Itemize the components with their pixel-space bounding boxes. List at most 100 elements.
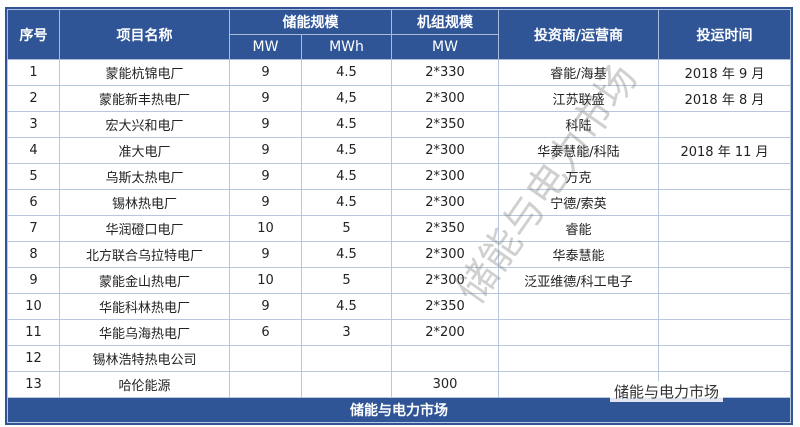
table-cell: 6 [229,319,302,346]
table-cell: 9 [229,241,302,268]
table-cell: 2*350 [391,293,499,320]
table-cell: 锡林浩特热电公司 [59,345,230,372]
header-cell: MWh [301,34,392,60]
table-cell: 8 [7,241,60,268]
table-cell [229,371,302,398]
header-cell: MW [391,34,499,60]
table-cell: 5 [301,267,392,294]
table-cell: 乌斯太热电厂 [59,163,230,190]
table-cell: 7 [7,215,60,242]
data-table: 序号 项目名称 储能规模 机组规模 投资商/运营商 投运时间 MW MWh MW… [7,9,791,423]
table-cell: 4.5 [301,137,392,164]
table-cell [498,319,659,346]
table-cell: 科陆 [498,111,659,138]
table-row: 2 蒙能新丰热电厂 9 4,5 2*300 江苏联盛 2018 年 8 月 [7,85,791,112]
table-cell [658,345,791,372]
table-row: 8 北方联合乌拉特电厂 9 4.5 2*300 华泰慧能 [7,241,791,268]
table-cell [658,215,791,242]
table-cell: 1 [7,59,60,86]
table-cell [229,345,302,372]
table-cell: 哈伦能源 [59,371,230,398]
table-cell: 睿能/海基 [498,59,659,86]
table-cell: 锡林热电厂 [59,189,230,216]
table-cell: 4.5 [301,163,392,190]
table-cell [391,345,499,372]
table-cell: 蒙能杭锦电厂 [59,59,230,86]
table-cell: 9 [229,163,302,190]
table-cell: 3 [7,111,60,138]
table-cell [498,345,659,372]
table-cell: 北方联合乌拉特电厂 [59,241,230,268]
table-cell: 睿能 [498,215,659,242]
table-cell: 13 [7,371,60,398]
table-cell: 3 [301,319,392,346]
table-cell: 万克 [498,163,659,190]
table-cell: 9 [229,59,302,86]
table-cell: 2*350 [391,111,499,138]
table-cell: 9 [229,189,302,216]
table-row: 10 华能科林热电厂 9 4.5 2*350 [7,293,791,320]
header-cell: MW [229,34,302,60]
table-cell: 2*200 [391,319,499,346]
table-cell: 4.5 [301,189,392,216]
table-row: 7 华润磴口电厂 10 5 2*350 睿能 [7,215,791,242]
table-row: 1 蒙能杭锦电厂 9 4.5 2*330 睿能/海基 2018 年 9 月 [7,59,791,86]
table-cell: 2018 年 8 月 [658,85,791,112]
table-cell [658,241,791,268]
table-cell: 2018 年 11 月 [658,137,791,164]
table-cell: 6 [7,189,60,216]
table-row: 3 宏大兴和电厂 9 4.5 2*350 科陆 [7,111,791,138]
table-cell: 2*300 [391,137,499,164]
table-cell [498,293,659,320]
table-cell [658,319,791,346]
table-cell: 2 [7,85,60,112]
table-cell: 10 [229,215,302,242]
table-cell: 9 [229,111,302,138]
table-cell: 4.5 [301,293,392,320]
header-cell: 项目名称 [59,9,230,60]
table-cell [658,293,791,320]
table-cell: 4.5 [301,111,392,138]
table-cell: 2*300 [391,163,499,190]
table-cell: 10 [229,267,302,294]
header-cell: 投资商/运营商 [498,9,659,60]
table-cell: 9 [229,137,302,164]
table-frame: 序号 项目名称 储能规模 机组规模 投资商/运营商 投运时间 MW MWh MW… [5,7,793,425]
table-cell: 2*300 [391,85,499,112]
header-cell: 序号 [7,9,60,60]
header-cell: 机组规模 [391,9,499,35]
table-cell: 华泰慧能 [498,241,659,268]
table-cell: 5 [301,215,392,242]
table-row: 11 华能乌海热电厂 6 3 2*200 [7,319,791,346]
table-cell: 2*300 [391,241,499,268]
table-cell: 华能乌海热电厂 [59,319,230,346]
table-cell: 4,5 [301,85,392,112]
table-cell: 2*300 [391,189,499,216]
header-cell: 储能规模 [229,9,392,35]
table-cell: 2*330 [391,59,499,86]
table-cell: 华泰慧能/科陆 [498,137,659,164]
table-cell: 300 [391,371,499,398]
table-cell: 2*350 [391,215,499,242]
header-cell: 投运时间 [658,9,791,60]
table-cell: 华能科林热电厂 [59,293,230,320]
table-cell: 9 [7,267,60,294]
table-cell: 2*300 [391,267,499,294]
table-cell: 宏大兴和电厂 [59,111,230,138]
table-cell [301,345,392,372]
table-cell: 12 [7,345,60,372]
table-row: 12 锡林浩特热电公司 [7,345,791,372]
table-cell: 9 [229,85,302,112]
table-cell [658,163,791,190]
table-row: 5 乌斯太热电厂 9 4.5 2*300 万克 [7,163,791,190]
table-cell [658,267,791,294]
table-cell: 2018 年 9 月 [658,59,791,86]
table-cell: 准大电厂 [59,137,230,164]
table-cell: 华润磴口电厂 [59,215,230,242]
table-cell: 蒙能新丰热电厂 [59,85,230,112]
table-cell: 宁德/索英 [498,189,659,216]
table-cell [301,371,392,398]
table-cell: 4 [7,137,60,164]
table-cell: 江苏联盛 [498,85,659,112]
logo-text: 储能与电力市场 [610,381,724,402]
